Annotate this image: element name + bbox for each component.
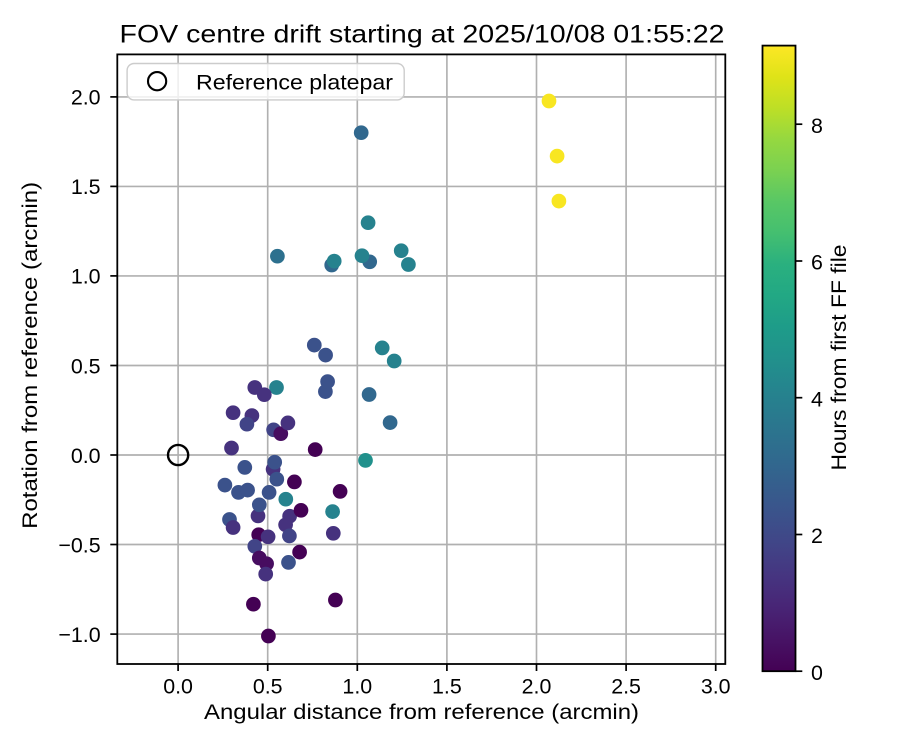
svg-text:2.5: 2.5	[611, 675, 641, 699]
svg-text:0.0: 0.0	[71, 444, 101, 468]
svg-text:Rotation from reference (arcmi: Rotation from reference (arcmin)	[19, 182, 42, 529]
svg-text:Hours from first FF file: Hours from first FF file	[828, 245, 851, 471]
svg-text:0.5: 0.5	[253, 675, 283, 699]
svg-text:1.5: 1.5	[432, 675, 462, 699]
svg-text:−0.5: −0.5	[58, 533, 100, 557]
svg-text:FOV centre drift starting at 2: FOV centre drift starting at 2025/10/08 …	[120, 22, 725, 49]
svg-text:8: 8	[811, 114, 823, 138]
svg-text:Reference platepar: Reference platepar	[196, 70, 393, 94]
svg-text:2.0: 2.0	[522, 675, 552, 699]
svg-text:3.0: 3.0	[701, 675, 731, 699]
svg-text:−1.0: −1.0	[58, 623, 100, 647]
svg-text:1.0: 1.0	[71, 265, 101, 289]
svg-text:0: 0	[811, 661, 823, 685]
svg-text:0.0: 0.0	[163, 675, 193, 699]
svg-text:1.5: 1.5	[71, 175, 101, 199]
svg-text:6: 6	[811, 251, 823, 275]
svg-text:Angular distance from referenc: Angular distance from reference (arcmin)	[204, 701, 639, 724]
svg-text:0.5: 0.5	[71, 354, 101, 378]
svg-text:2: 2	[811, 524, 823, 548]
svg-text:2.0: 2.0	[71, 86, 101, 110]
svg-text:1.0: 1.0	[342, 675, 372, 699]
svg-text:4: 4	[811, 387, 823, 411]
